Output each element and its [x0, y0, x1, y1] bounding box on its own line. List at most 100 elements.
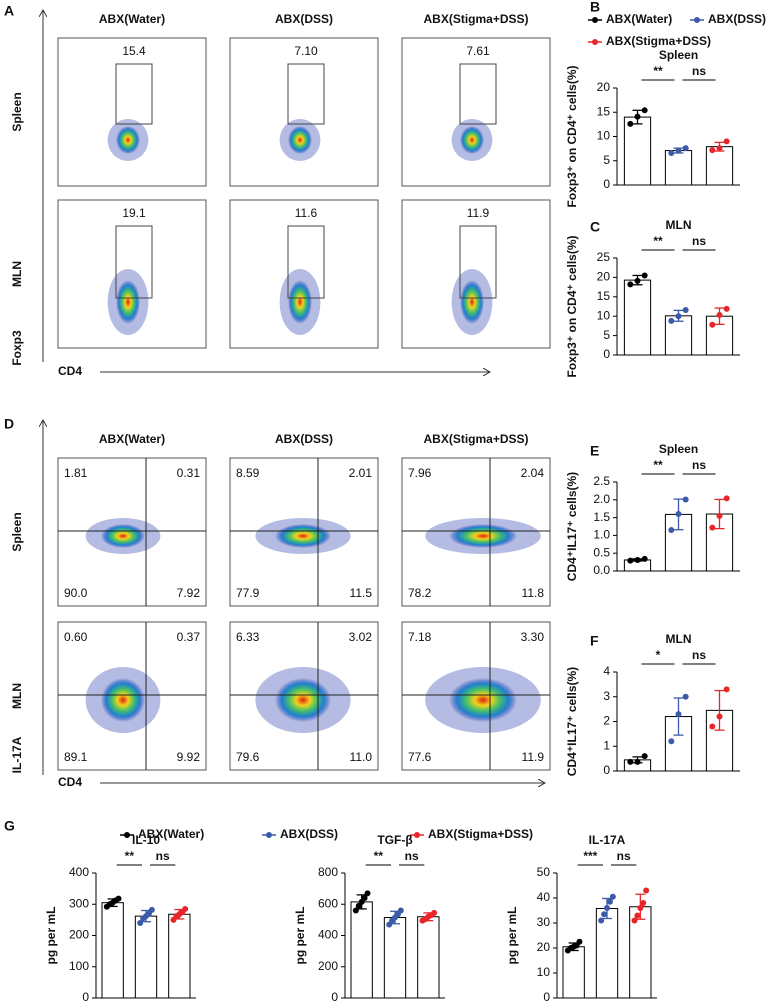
y-tick-label: 2 [603, 714, 610, 728]
panel-letter: D [4, 416, 14, 432]
y-axis-label: pg per mL [293, 906, 307, 964]
plot-frame [57, 457, 207, 607]
data-point [634, 556, 641, 563]
data-point [634, 912, 641, 919]
y-tick-label: 10 [597, 129, 611, 143]
y-tick-label: 400 [318, 928, 338, 942]
bar [562, 946, 585, 999]
legend-label: ABX(DSS) [280, 827, 338, 841]
density-core [275, 524, 331, 548]
data-point [668, 527, 675, 534]
gate-value: 7.61 [466, 44, 490, 58]
data-point [682, 145, 689, 152]
chart-title: IL-17A [589, 833, 626, 847]
chart-title: TGF-β [377, 833, 412, 847]
data-point [640, 900, 647, 906]
y-label: IL-17A [10, 736, 24, 773]
bar [383, 917, 407, 999]
y-axis-label: CD4⁺IL17⁺ cells(%) [565, 667, 579, 776]
data-point [576, 938, 583, 945]
data-point [606, 898, 613, 905]
y-tick-label: 30 [537, 915, 551, 929]
legend-label: ABX(Water) [606, 12, 672, 26]
quadrant-value: 11.9 [522, 750, 545, 764]
panel-letter: G [4, 818, 15, 834]
x-label: CD4 [58, 775, 82, 789]
plot-frame [229, 621, 379, 771]
y-tick-label: 2.5 [593, 474, 610, 488]
data-point [641, 107, 648, 114]
quadrant-value: 79.6 [236, 750, 260, 764]
significance-label: ** [125, 849, 135, 863]
significance-label: ns [156, 849, 170, 863]
data-point [675, 147, 682, 154]
significance-label: ns [692, 64, 706, 78]
y-label: Foxp3 [10, 330, 24, 366]
density-core [460, 280, 484, 324]
quadrant-value: 77.6 [408, 750, 432, 764]
data-point [716, 145, 723, 152]
data-point [604, 905, 610, 911]
y-tick-label: 0.0 [593, 563, 610, 577]
y-axis-label: pg per mL [44, 906, 58, 964]
column-title: ABX(Stigma+DSS) [423, 432, 528, 446]
quadrant-value: 7.96 [408, 466, 432, 480]
gate [115, 225, 153, 299]
data-point [641, 555, 648, 562]
bar [623, 279, 652, 356]
data-point [601, 911, 608, 918]
quadrant-value: 3.30 [521, 630, 545, 644]
data-point [668, 149, 675, 156]
bar [705, 146, 734, 186]
data-point [716, 512, 723, 519]
y-tick-label: 10 [597, 308, 611, 322]
y-axis-label: Foxp3⁺ on CD4⁺ cells(%) [565, 65, 579, 207]
legend-swatch [124, 832, 130, 838]
bar [417, 916, 440, 999]
quadrant-value: 6.33 [236, 630, 260, 644]
significance-label: ns [405, 849, 419, 863]
significance-label: ** [653, 234, 663, 248]
row-label: MLN [10, 683, 24, 709]
data-point [609, 893, 616, 900]
density-core [116, 280, 140, 324]
plot-frame [401, 621, 551, 771]
significance-label: ns [692, 648, 706, 662]
data-point [723, 495, 730, 502]
quadrant-value: 2.04 [521, 466, 545, 480]
y-tick-label: 100 [69, 959, 89, 973]
y-tick-label: 4 [603, 664, 610, 678]
gate-value: 19.1 [122, 206, 146, 220]
y-tick-label: 3 [603, 689, 610, 703]
data-point [634, 113, 641, 120]
data-point [627, 758, 634, 765]
density-core [288, 126, 312, 154]
data-point [352, 907, 359, 914]
y-tick-label: 15 [597, 104, 611, 118]
data-point [723, 686, 730, 693]
significance-label: ** [653, 64, 663, 78]
significance-label: * [656, 648, 661, 662]
quadrant-value: 0.37 [177, 630, 201, 644]
y-tick-label: 1.0 [593, 528, 610, 542]
quadrant-value: 8.59 [236, 466, 260, 480]
data-point [709, 524, 716, 531]
data-point [364, 890, 371, 897]
y-tick-label: 25 [597, 250, 611, 264]
y-tick-label: 20 [597, 80, 611, 94]
y-tick-label: 10 [537, 965, 551, 979]
chart-title: Spleen [659, 48, 698, 62]
data-point [723, 138, 730, 145]
row-label: Spleen [10, 92, 24, 131]
data-point [634, 758, 641, 765]
density-core [449, 678, 517, 722]
data-point [137, 920, 144, 926]
gate [287, 225, 325, 299]
density-core [288, 280, 312, 324]
gate-value: 15.4 [122, 44, 146, 58]
density-core [101, 678, 145, 722]
y-tick-label: 0 [603, 177, 610, 191]
panel-letter: F [590, 633, 599, 649]
y-tick-label: 50 [537, 865, 551, 879]
